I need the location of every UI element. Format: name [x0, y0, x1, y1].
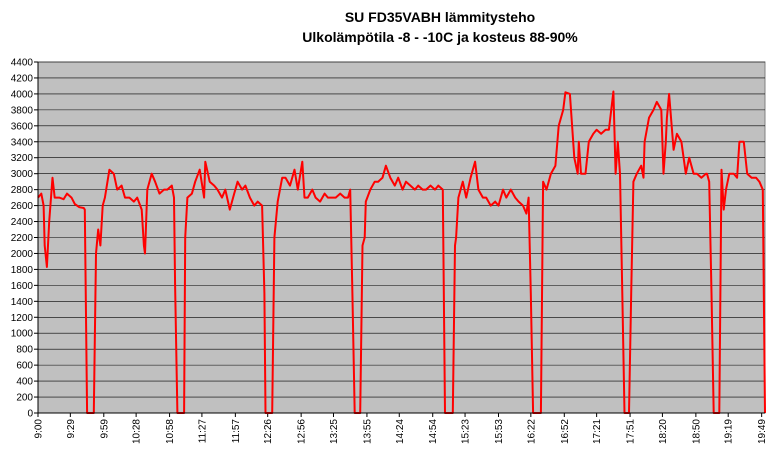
y-tick-label: 0 [27, 409, 33, 420]
y-tick-label: 4400 [11, 58, 34, 69]
x-tick-label: 13:55 [362, 419, 373, 444]
x-tick-label: 15:23 [461, 419, 472, 444]
x-tick-label: 9:00 [34, 419, 45, 439]
y-tick-label: 600 [16, 361, 33, 372]
x-tick-label: 11:57 [231, 419, 242, 444]
y-tick-label: 2400 [11, 217, 34, 228]
y-tick-label: 1800 [11, 265, 34, 276]
chart-title: SU FD35VABH lämmitysteho [345, 9, 535, 25]
x-tick-label: 12:56 [297, 419, 308, 444]
x-tick-label: 9:29 [66, 419, 77, 439]
x-tick-label: 10:28 [132, 419, 143, 444]
y-tick-label: 2800 [11, 185, 34, 196]
x-tick-label: 14:54 [428, 419, 439, 444]
x-tick-label: 15:53 [494, 419, 505, 444]
x-tick-label: 9:59 [99, 419, 110, 439]
x-tick-label: 10:58 [165, 419, 176, 444]
y-tick-label: 4000 [11, 89, 34, 100]
y-tick-label: 3200 [11, 153, 34, 164]
x-tick-label: 11:27 [197, 419, 208, 444]
x-tick-label: 16:22 [526, 419, 537, 444]
y-tick-label: 2000 [11, 249, 34, 260]
y-tick-label: 800 [16, 345, 33, 356]
y-tick-label: 200 [16, 393, 33, 404]
x-tick-label: 19:49 [757, 419, 768, 444]
y-tick-label: 3400 [11, 137, 34, 148]
y-tick-label: 4200 [11, 73, 34, 84]
x-tick-label: 12:26 [263, 419, 274, 444]
x-tick-label: 14:24 [395, 419, 406, 444]
x-tick-label: 16:52 [560, 419, 571, 444]
y-tick-label: 2200 [11, 233, 34, 244]
x-tick-label: 18:50 [691, 419, 702, 444]
y-tick-label: 1400 [11, 297, 34, 308]
y-tick-label: 3800 [11, 105, 34, 116]
y-tick-label: 400 [16, 377, 33, 388]
x-tick-label: 17:51 [626, 419, 637, 444]
x-tick-label: 18:20 [658, 419, 669, 444]
y-tick-label: 1200 [11, 313, 34, 324]
y-tick-label: 2600 [11, 201, 34, 212]
y-tick-label: 1600 [11, 281, 34, 292]
chart-subtitle: Ulkolämpötila -8 - -10C ja kosteus 88-90… [302, 29, 578, 45]
line [37, 90, 766, 414]
x-tick-label: 17:21 [592, 419, 603, 444]
y-tick-label: 3600 [11, 121, 34, 132]
x-tick-label: 13:25 [329, 419, 340, 444]
y-tick-label: 1000 [11, 329, 34, 340]
y-tick-label: 3000 [11, 169, 34, 180]
x-tick-label: 19:19 [724, 419, 735, 444]
